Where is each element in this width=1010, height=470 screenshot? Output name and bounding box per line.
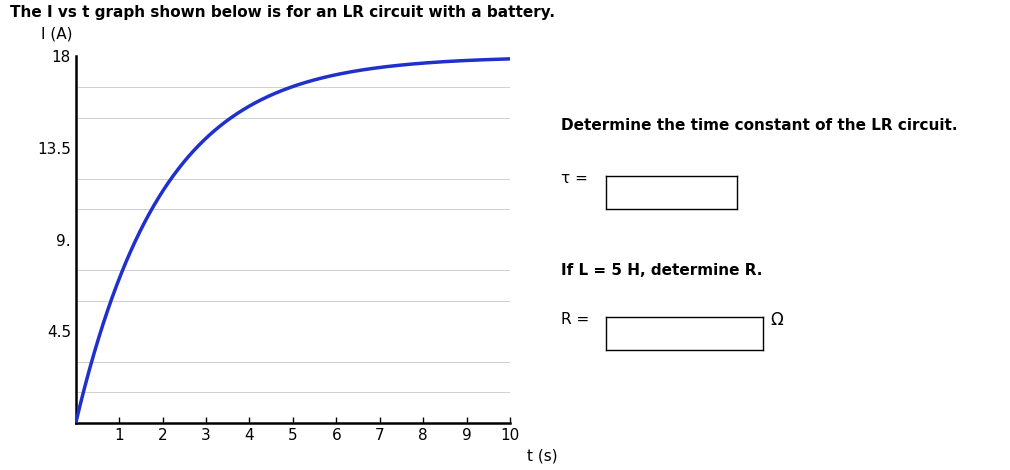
- Text: I (A): I (A): [41, 27, 73, 42]
- Text: t (s): t (s): [527, 449, 559, 464]
- Text: R =: R =: [561, 312, 594, 327]
- Text: τ =: τ =: [561, 171, 592, 186]
- Text: The I vs t graph shown below is for an LR circuit with a battery.: The I vs t graph shown below is for an L…: [10, 5, 556, 20]
- Text: Determine the time constant of the LR circuit.: Determine the time constant of the LR ci…: [561, 118, 957, 133]
- Text: Ω: Ω: [771, 311, 784, 329]
- Text: If L = 5 H, determine R.: If L = 5 H, determine R.: [561, 263, 762, 278]
